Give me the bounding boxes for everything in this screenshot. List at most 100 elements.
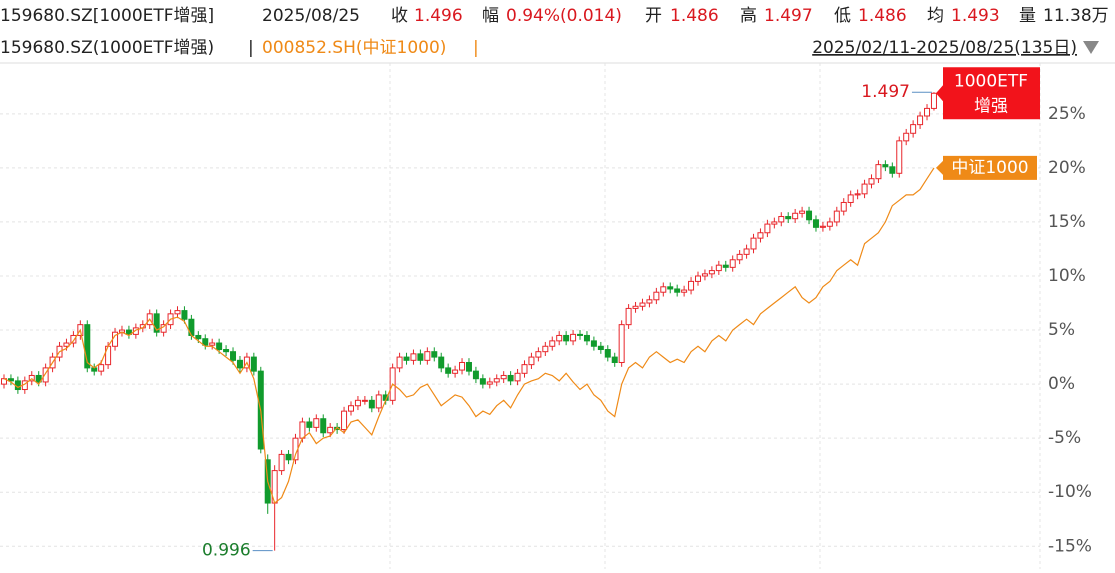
etf-tag-label: 增强 xyxy=(974,96,1008,116)
candle-body xyxy=(417,353,424,361)
etf-tag-label: 1000ETF xyxy=(954,71,1028,91)
candle-body xyxy=(625,307,632,326)
candle-body xyxy=(771,221,778,225)
candle-body xyxy=(806,210,813,221)
candle-body xyxy=(132,327,139,335)
min-label: 0.996 xyxy=(202,541,251,561)
candle-body xyxy=(35,374,42,383)
index-tag xyxy=(936,155,1037,180)
candle-body xyxy=(278,453,285,472)
candle-body xyxy=(361,399,368,402)
candle-body xyxy=(653,291,660,301)
candle-body xyxy=(521,364,528,374)
candle-body xyxy=(792,212,799,220)
field-label: 高 xyxy=(740,6,757,26)
candle-body xyxy=(70,334,77,344)
candle-body xyxy=(396,356,403,369)
candle-body xyxy=(930,92,937,109)
candle-body xyxy=(785,216,792,220)
candle-body xyxy=(639,302,646,307)
candle-body xyxy=(195,334,202,340)
y-tick-label: 25% xyxy=(1048,104,1086,124)
candle-body xyxy=(327,426,334,434)
candle-body xyxy=(868,178,875,185)
candle-body xyxy=(7,378,14,382)
candle-body xyxy=(368,399,375,409)
candle-body xyxy=(896,140,903,174)
candle-body xyxy=(743,248,750,255)
candle-body xyxy=(667,286,674,290)
max-label: 1.497 xyxy=(861,82,910,102)
vertical-grid xyxy=(389,63,1041,569)
candle-body xyxy=(375,394,382,409)
candle-body xyxy=(403,356,410,361)
candle-body xyxy=(597,345,604,351)
candle-body xyxy=(542,345,549,353)
candle-body xyxy=(452,369,459,374)
y-tick-label: 20% xyxy=(1048,158,1086,178)
candle-body xyxy=(459,361,466,371)
candle-body xyxy=(764,223,771,234)
candle-body xyxy=(236,359,243,369)
header: 159680.SZ[1000ETF增强] 2025/08/25 收 1.496 … xyxy=(0,6,1109,58)
candle-body xyxy=(42,367,49,383)
y-tick-label: -10% xyxy=(1048,482,1092,502)
candle-body xyxy=(840,201,847,212)
candle-body xyxy=(285,453,292,461)
candle-body xyxy=(514,372,521,382)
field-label: 收 xyxy=(391,6,408,26)
candle-body xyxy=(847,194,854,203)
candle-body xyxy=(715,264,722,272)
field-value: 1.493 xyxy=(951,6,1000,26)
index-tag-label: 中证1000 xyxy=(951,158,1028,178)
candle-body xyxy=(854,193,861,196)
field-value: 11.38万 xyxy=(1043,6,1109,26)
candle-body xyxy=(493,378,500,383)
candle-body xyxy=(729,259,736,268)
candle-body xyxy=(465,361,472,372)
candle-body xyxy=(695,275,701,282)
y-tick-label: 5% xyxy=(1048,320,1075,340)
candle-body xyxy=(445,367,452,374)
candle-body xyxy=(632,305,639,309)
candle-body xyxy=(681,289,688,293)
candle-body xyxy=(160,324,167,333)
legend-separator: | xyxy=(473,38,479,58)
candle-body xyxy=(125,329,132,335)
legend-main: 159680.SZ(1000ETF增强) xyxy=(0,38,214,58)
candle-body xyxy=(174,310,181,315)
dropdown-arrow[interactable] xyxy=(1083,41,1099,54)
candle-body xyxy=(98,364,105,372)
candle-body xyxy=(590,340,597,347)
candle-body xyxy=(410,353,417,361)
field-label: 低 xyxy=(834,6,851,26)
candle-body xyxy=(646,299,653,304)
candle-body xyxy=(549,340,556,347)
candle-body xyxy=(209,342,216,346)
candle-body xyxy=(812,219,819,228)
candle-body xyxy=(507,374,514,382)
candle-body xyxy=(230,351,237,361)
candle-body xyxy=(736,253,743,261)
etf-tag xyxy=(936,67,1040,120)
date-range[interactable]: 2025/02/11-2025/08/25(135日) xyxy=(812,38,1077,58)
candle-body xyxy=(903,132,910,142)
candle-body xyxy=(799,210,806,214)
field-label: 量 xyxy=(1019,6,1036,26)
candle-body xyxy=(570,333,577,342)
candle-body xyxy=(354,399,361,407)
candle-body xyxy=(889,166,896,174)
candle-body xyxy=(341,410,348,431)
candle-body xyxy=(535,351,542,358)
candle-body xyxy=(910,124,917,134)
code: 159680.SZ[1000ETF增强] xyxy=(0,6,214,26)
field-value: 1.496 xyxy=(414,6,463,26)
candle-body xyxy=(701,273,708,277)
date: 2025/08/25 xyxy=(262,6,360,26)
candle-body xyxy=(306,421,313,428)
field-value: 0.94%(0.014) xyxy=(506,6,622,26)
candle-body xyxy=(917,115,924,126)
candle-body xyxy=(431,351,438,358)
candle-body xyxy=(313,418,320,428)
